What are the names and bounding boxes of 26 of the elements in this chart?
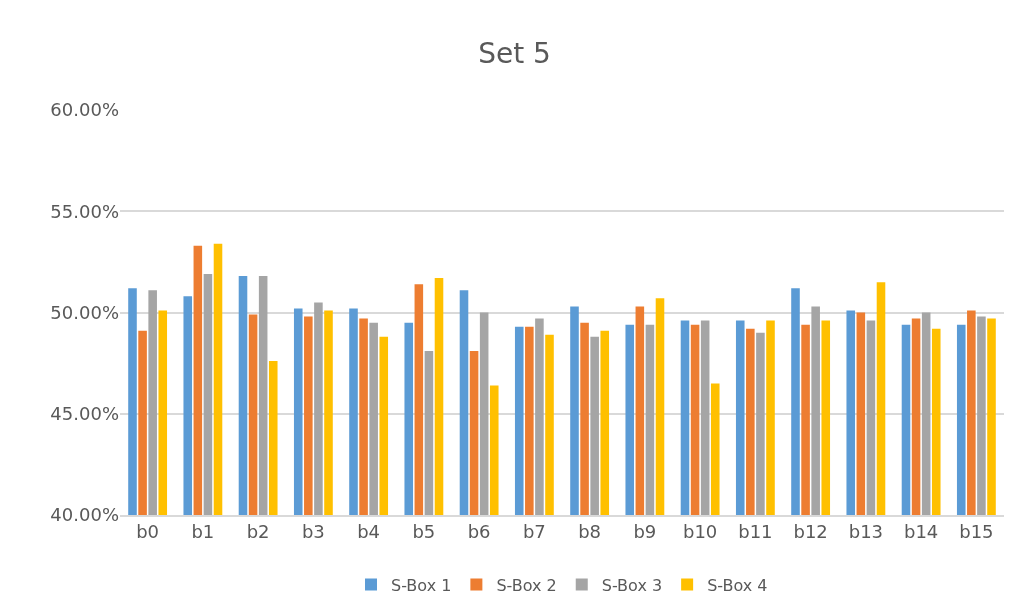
- y-tick-label: 50.00%: [50, 301, 119, 323]
- x-tick-label: b0: [136, 521, 160, 543]
- x-tick-label: b10: [682, 521, 718, 543]
- x-tick-label: b4: [357, 521, 381, 543]
- x-tick-label: b7: [522, 521, 546, 543]
- x-tick-label: b1: [191, 521, 215, 543]
- x-tick-label: b14: [903, 521, 939, 543]
- y-tick-label: 55.00%: [50, 200, 119, 222]
- y-tick-label: 45.00%: [50, 403, 119, 425]
- y-tick-label: 40.00%: [50, 504, 119, 526]
- legend-label: S-Box 3: [601, 575, 663, 595]
- x-tick-label: b2: [246, 521, 270, 543]
- x-tick-label: b5: [412, 521, 436, 543]
- x-tick-label: b13: [848, 521, 884, 543]
- x-tick-label: b11: [738, 521, 773, 543]
- legend-label: S-Box 4: [707, 575, 768, 595]
- x-tick-label: b6: [467, 521, 491, 543]
- legend-label: S-Box 2: [496, 575, 557, 595]
- x-tick-label: b15: [959, 521, 994, 543]
- y-tick-label: 60.00%: [50, 99, 119, 121]
- x-tick-label: b9: [633, 521, 657, 543]
- x-tick-label: b12: [793, 521, 828, 543]
- legend-label: S-Box 1: [391, 575, 452, 595]
- x-tick-label: b3: [301, 521, 325, 543]
- x-tick-label: b8: [578, 521, 602, 543]
- chart-title: Set 5: [478, 36, 551, 70]
